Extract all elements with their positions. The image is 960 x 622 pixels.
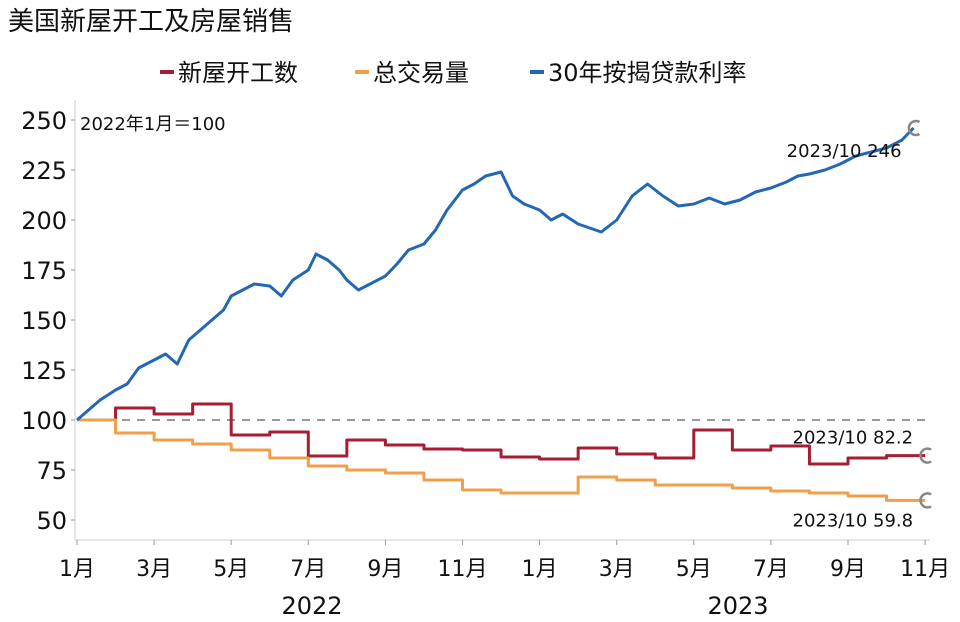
x-tick-label: 11月 <box>438 557 488 582</box>
x-tick-label: 5月 <box>213 557 249 582</box>
end-marker-1 <box>919 492 932 509</box>
y-tick-label: 150 <box>21 307 67 335</box>
y-tick-label: 75 <box>36 457 67 485</box>
x-tick-label: 9月 <box>830 557 866 582</box>
series-line-2 <box>76 126 915 422</box>
y-tick-label: 125 <box>21 357 67 385</box>
legend-label-1: 总交易量 <box>373 59 469 87</box>
y-tick-label: 225 <box>21 157 67 185</box>
x-tick-label: 1月 <box>59 557 95 582</box>
x-tick-label: 3月 <box>136 557 172 582</box>
x-tick-label: 5月 <box>676 557 712 582</box>
x-tick-label: 3月 <box>599 557 635 582</box>
end-marker-0 <box>919 447 932 464</box>
end-label-0: 2023/10 82.2 <box>793 428 914 449</box>
end-label-2: 2023/10 246 <box>787 141 902 162</box>
axes: 50 75 100 125 150 175 200 225 250 1月 3月 5月 7月 9月 11月 1月… <box>21 100 950 620</box>
end-label-1: 2023/10 59.8 <box>793 510 914 531</box>
y-tick-label: 100 <box>21 407 67 435</box>
legend-label-2: 30年按揭贷款利率 <box>548 59 747 87</box>
end-marker-2 <box>907 119 921 137</box>
index-note: 2022年1月＝100 <box>80 114 226 135</box>
series-line-1 <box>77 418 926 502</box>
year-label: 2023 <box>707 592 768 620</box>
x-tick-label: 11月 <box>900 557 950 582</box>
plot-area: 2023/10 82.2 2023/10 59.8 2023/10 246 <box>76 119 932 531</box>
x-tick-label: 9月 <box>367 557 403 582</box>
y-tick-label: 175 <box>21 257 67 285</box>
legend: 新屋开工数 总交易量 30年按揭贷款利率 <box>160 59 747 87</box>
y-tick-label: 250 <box>21 107 67 135</box>
chart-title: 美国新屋开工及房屋销售 <box>8 7 294 37</box>
y-tick-label: 50 <box>36 507 67 535</box>
series-line-0 <box>77 402 926 466</box>
y-tick-label: 200 <box>21 207 67 235</box>
x-tick-label: 7月 <box>753 557 789 582</box>
legend-label-0: 新屋开工数 <box>178 59 298 87</box>
year-label: 2022 <box>281 592 342 620</box>
x-tick-label: 1月 <box>522 557 558 582</box>
x-tick-label: 7月 <box>290 557 326 582</box>
